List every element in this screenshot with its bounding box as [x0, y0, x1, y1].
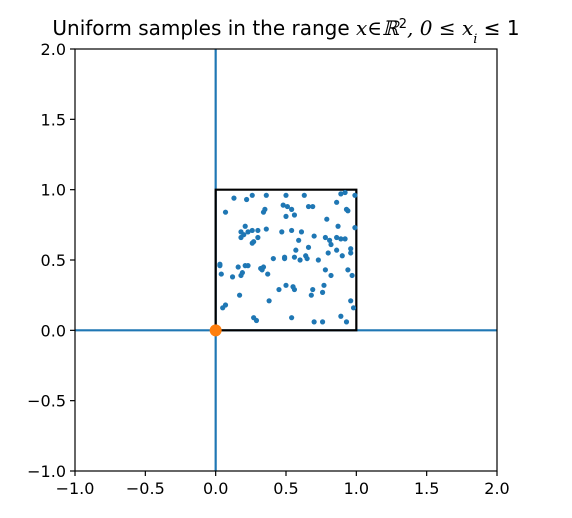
sample-point: [244, 197, 249, 202]
sample-point: [350, 273, 355, 278]
sample-point: [223, 210, 228, 215]
sample-point: [282, 255, 287, 260]
sample-point: [334, 200, 339, 205]
sample-point: [338, 314, 343, 319]
sample-point: [255, 228, 260, 233]
chart-title-math: x∈ℝ: [356, 16, 400, 40]
sample-point: [276, 287, 281, 292]
y-tick-label: 0.0: [41, 321, 66, 340]
sample-point: [326, 250, 331, 255]
sample-point: [238, 229, 243, 234]
y-tick-label: 0.5: [41, 251, 66, 270]
sample-point: [289, 228, 294, 233]
sample-point: [283, 214, 288, 219]
sample-point: [238, 273, 243, 278]
sample-point: [279, 229, 284, 234]
sample-point: [310, 287, 315, 292]
sample-point: [231, 196, 236, 201]
x-tick-label: −1.0: [56, 479, 95, 498]
x-tick-label: 0.5: [273, 479, 298, 498]
sample-point: [255, 235, 260, 240]
sample-point: [236, 264, 241, 269]
sample-point: [328, 242, 333, 247]
sample-point: [265, 271, 270, 276]
sample-point: [243, 224, 248, 229]
sample-point: [320, 290, 325, 295]
y-tick-label: 1.0: [41, 181, 66, 200]
sample-point: [289, 315, 294, 320]
chart-title-prefix: Uniform samples in the range: [52, 16, 356, 40]
sample-point: [264, 226, 269, 231]
x-tick-label: 1.0: [344, 479, 369, 498]
sample-point: [267, 298, 272, 303]
chart-title-math-3: ≤ 1: [477, 16, 519, 40]
sample-point: [283, 283, 288, 288]
sample-point: [219, 271, 224, 276]
sample-point: [320, 319, 325, 324]
sample-point: [316, 257, 321, 262]
sample-point: [348, 250, 353, 255]
sample-point: [306, 245, 311, 250]
chart-title-sup: 2: [399, 17, 407, 32]
sample-point: [334, 248, 339, 253]
sample-point: [345, 267, 350, 272]
sample-point: [297, 257, 302, 262]
sample-point: [292, 287, 297, 292]
sample-point: [323, 267, 328, 272]
sample-point: [352, 193, 357, 198]
sample-point: [254, 318, 259, 323]
sample-point: [352, 225, 357, 230]
sample-point: [296, 238, 301, 243]
sample-point: [264, 193, 269, 198]
y-tick-label: 2.0: [41, 40, 66, 59]
sample-point: [230, 274, 235, 279]
sample-point: [238, 235, 243, 240]
sample-point: [312, 233, 317, 238]
sample-point: [348, 298, 353, 303]
x-tick-label: −0.5: [126, 479, 165, 498]
sample-point: [217, 262, 222, 267]
sample-point: [312, 319, 317, 324]
x-tick-label: 0.0: [203, 479, 228, 498]
sample-point: [271, 256, 276, 261]
sample-point: [245, 263, 250, 268]
y-tick-label: 1.5: [41, 110, 66, 129]
sample-point: [251, 239, 256, 244]
sample-point: [237, 293, 242, 298]
sample-point: [342, 236, 347, 241]
y-tick-label: −0.5: [27, 392, 66, 411]
sample-point: [292, 212, 297, 217]
sample-point: [324, 217, 329, 222]
sample-point: [283, 193, 288, 198]
sample-point: [293, 248, 298, 253]
sample-point: [340, 253, 345, 258]
sample-point: [299, 229, 304, 234]
sample-point: [292, 255, 297, 260]
sample-point: [310, 204, 315, 209]
sample-point: [258, 266, 263, 271]
sample-point: [223, 302, 228, 307]
sample-point: [305, 256, 310, 261]
sample-point: [262, 207, 267, 212]
x-tick-label: 1.5: [414, 479, 439, 498]
sample-point: [309, 293, 314, 298]
sample-point: [321, 283, 326, 288]
y-tick-label: −1.0: [27, 462, 66, 481]
chart-title-math-2: , 0 ≤ x: [407, 16, 473, 40]
plot-area: −1.0 −0.5 0.0 0.5 1.0 1.5 2.0 −1.0 −0.5 0.0 0.5 1.0…: [27, 40, 510, 498]
sample-point: [344, 207, 349, 212]
sample-point: [289, 207, 294, 212]
sample-point: [245, 229, 250, 234]
sample-point: [335, 224, 340, 229]
chart-title: Uniform samples in the range x∈ℝ2, 0 ≤ x…: [52, 16, 519, 47]
sample-point: [328, 273, 333, 278]
sample-point: [342, 190, 347, 195]
sample-point: [302, 193, 307, 198]
sample-point: [250, 193, 255, 198]
sample-point: [351, 305, 356, 310]
origin-point: [210, 324, 222, 336]
x-tick-label: 2.0: [484, 479, 509, 498]
sample-point: [344, 319, 349, 324]
